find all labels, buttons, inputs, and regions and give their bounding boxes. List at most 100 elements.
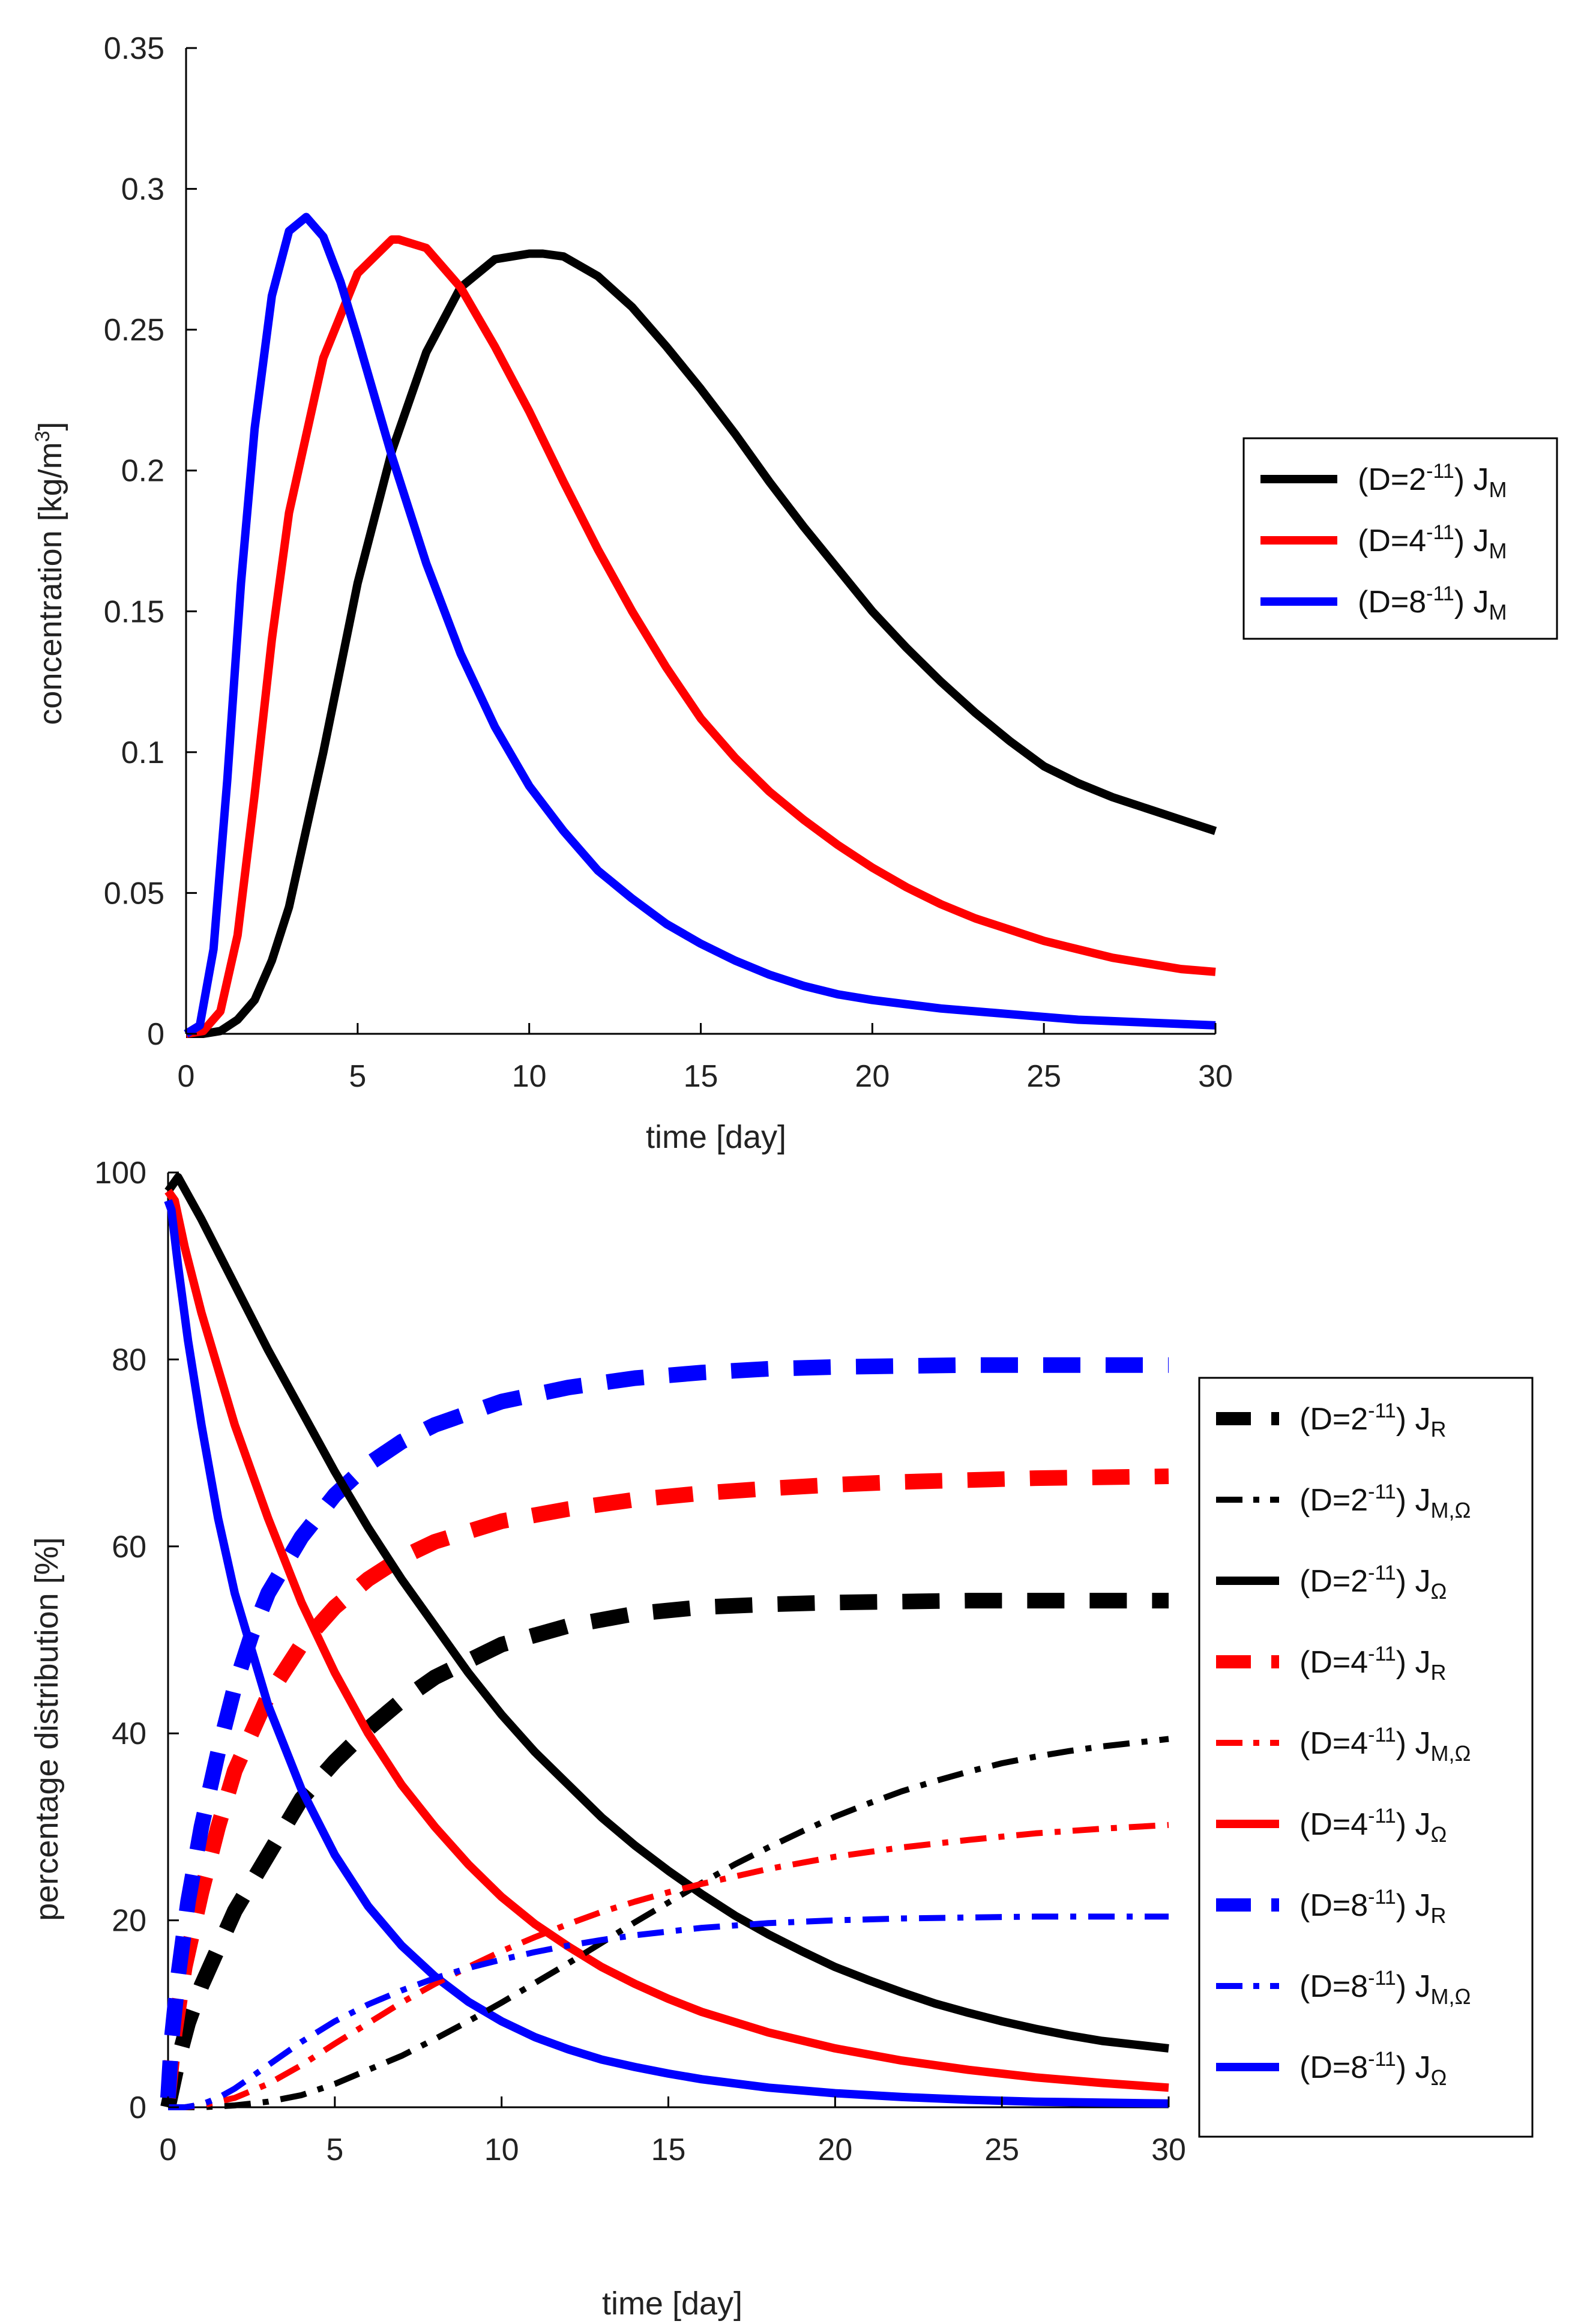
concentration-y-label-tail: ] (32, 421, 68, 430)
series-line (164, 1189, 1169, 2092)
legend-label-sup: -11 (1368, 1724, 1396, 1746)
x-tick-label: 0 (160, 2132, 177, 2167)
legend-entry: (D=8-11) JR (1299, 1886, 1447, 1928)
series-line (168, 1913, 1169, 2110)
y-tick-label: 100 (94, 1156, 146, 1191)
series-line (164, 1199, 1169, 2108)
x-tick-label: 10 (512, 1059, 547, 1094)
legend-label-pre: (D=4 (1299, 1726, 1368, 1761)
legend-label-sup: -11 (1426, 460, 1454, 483)
legend-label-pre: (D=2 (1299, 1483, 1368, 1518)
legend-label-sub: R (1431, 1903, 1447, 1928)
legend-label-mid: ) J (1396, 1807, 1431, 1842)
legend-label-sup: -11 (1368, 1562, 1396, 1584)
y-tick-label: 20 (112, 1904, 146, 1939)
legend-entry: (D=4-11) JR (1299, 1643, 1447, 1685)
legend-label-mid: ) J (1396, 1645, 1431, 1680)
legend-label-sup: -11 (1368, 1480, 1396, 1503)
legend-label-pre: (D=8 (1299, 1888, 1368, 1923)
x-tick-label: 25 (1026, 1059, 1061, 1094)
legend-label-sup: -11 (1426, 521, 1454, 544)
percentage-x-axis-label: time [day] (602, 2286, 742, 2322)
y-tick-label: 80 (112, 1342, 146, 1377)
legend-label-mid: ) J (1396, 1726, 1431, 1761)
concentration-chart: 0 5 10 15 20 25 30 00.050.10.150.20.250.30.35 … (31, 31, 1558, 1155)
legend-label-pre: (D=4 (1299, 1645, 1368, 1680)
concentration-x-ticks: 0 5 10 15 20 25 30 (178, 1023, 1233, 1094)
legend-label-mid: ) J (1396, 2050, 1431, 2085)
series-line (168, 1736, 1169, 2110)
y-tick-label: 0 (129, 2090, 146, 2125)
y-tick-label: 40 (112, 1716, 146, 1751)
series-line (168, 1821, 1169, 2110)
concentration-x-axis-label: time [day] (646, 1119, 786, 1155)
legend-entry: (D=2-11) JR (1299, 1399, 1447, 1441)
y-tick-label: 0.15 (104, 594, 164, 629)
series-line (164, 1173, 1169, 2053)
legend-label-pre: (D=4 (1358, 524, 1426, 558)
legend-label-sup: -11 (1368, 1805, 1396, 1828)
legend-label-pre: (D=2 (1299, 1564, 1368, 1599)
concentration-y-label-sup: 3 (31, 430, 54, 442)
legend-entry: (D=8-11) JΩ (1299, 2048, 1447, 2090)
concentration-y-ticks: 0 0.05 0.1 0.15 0.2 0.25 0.3 0.35 (104, 31, 197, 1052)
legend-entry: (D=4-11) JM (1358, 521, 1507, 563)
legend-label-sup: -11 (1368, 2048, 1396, 2071)
legend-label-sub: M (1489, 600, 1507, 624)
x-tick-label: 20 (855, 1059, 890, 1094)
legend-label-mid: ) J (1396, 1402, 1431, 1437)
legend-label-sup: -11 (1368, 1643, 1396, 1665)
legend-label-sub: M,Ω (1431, 1741, 1471, 1766)
legend-label-pre: (D=4 (1299, 1807, 1368, 1842)
legend-label-pre: (D=8 (1358, 585, 1426, 620)
y-tick-label: 0.3 (121, 172, 164, 207)
legend-label-pre: (D=8 (1299, 2050, 1368, 2085)
series-line (186, 249, 1217, 1038)
legend-label-mid: ) J (1396, 1969, 1431, 2004)
y-tick-label: 0.1 (121, 735, 164, 770)
x-tick-label: 5 (326, 2132, 343, 2167)
x-tick-label: 15 (651, 2132, 686, 2167)
y-tick-label: 0.2 (121, 454, 164, 489)
legend-label-mid: ) J (1454, 585, 1489, 620)
legend-label-pre: (D=2 (1299, 1402, 1368, 1437)
percentage-series (160, 1173, 1169, 2110)
x-tick-label: 30 (1198, 1059, 1233, 1094)
legend-label-mid: ) J (1454, 462, 1489, 497)
y-tick-label: 0.25 (104, 313, 164, 348)
concentration-y-axis-label: concentration [kg/m3] (31, 421, 68, 725)
legend-label-sup: -11 (1368, 1886, 1396, 1909)
legend-label-sub: R (1431, 1660, 1447, 1685)
legend-entry: (D=4-11) JΩ (1299, 1805, 1447, 1847)
legend-label-sub: M,Ω (1431, 1498, 1471, 1523)
legend-entry: (D=4-11) JM,Ω (1299, 1724, 1471, 1766)
legend-label-pre: (D=2 (1358, 462, 1426, 497)
percentage-legend: (D=2-11) JR(D=2-11) JM,Ω(D=2-11) JΩ(D=4-… (1198, 1377, 1534, 2138)
y-tick-label: 0.05 (104, 876, 164, 911)
legend-entry: (D=2-11) JΩ (1299, 1562, 1447, 1604)
legend-label-sup: -11 (1368, 1967, 1396, 1990)
legend-label-sub: Ω (1431, 1579, 1447, 1604)
series-line (160, 1468, 1169, 2099)
series-line (160, 1357, 1169, 2099)
percentage-y-axis-label: percentage distribution [%] (29, 1537, 65, 1921)
legend-label-sub: M (1489, 477, 1507, 502)
x-tick-label: 15 (684, 1059, 718, 1094)
legend-entry: (D=8-11) JM (1358, 582, 1507, 624)
legend-label-pre: (D=8 (1299, 1969, 1368, 2004)
percentage-x-ticks: 0 5 10 15 20 25 30 (160, 2096, 1186, 2167)
x-tick-label: 30 (1151, 2132, 1186, 2167)
y-tick-label: 60 (112, 1530, 146, 1565)
x-tick-label: 10 (484, 2132, 519, 2167)
series-line (184, 213, 1216, 1037)
x-tick-label: 5 (349, 1059, 366, 1094)
series-line (160, 1593, 1169, 2109)
y-tick-label: 0 (147, 1017, 164, 1052)
legend-box (1198, 1377, 1534, 2138)
legend-label-sup: -11 (1426, 582, 1454, 605)
legend-entry: (D=2-11) JM,Ω (1299, 1480, 1471, 1523)
concentration-series (184, 213, 1217, 1038)
concentration-y-label-main: concentration [kg/m (32, 442, 68, 725)
legend-entry: (D=8-11) JM,Ω (1299, 1967, 1471, 2009)
legend-label-mid: ) J (1396, 1888, 1431, 1923)
